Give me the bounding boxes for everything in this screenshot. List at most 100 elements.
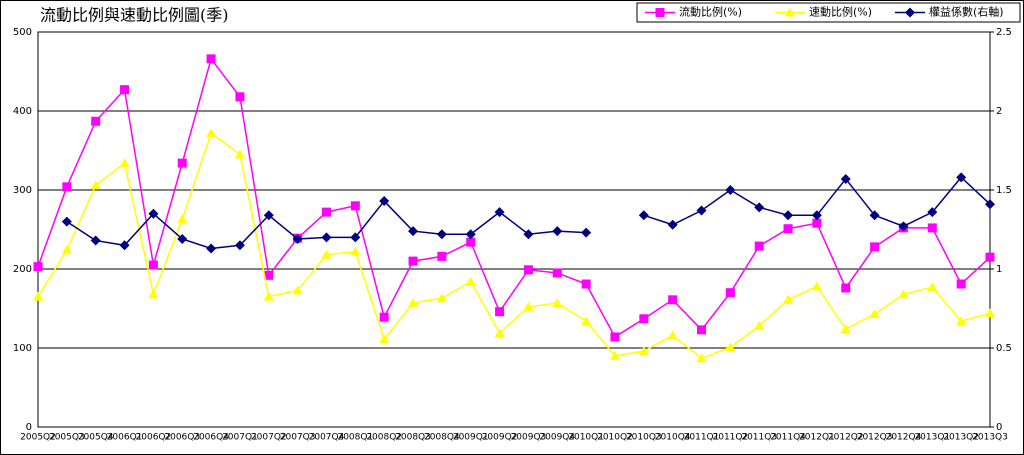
point xyxy=(466,237,476,247)
point xyxy=(379,312,389,322)
point xyxy=(667,330,678,340)
point xyxy=(350,246,361,256)
point xyxy=(811,281,822,291)
point xyxy=(581,316,592,326)
point xyxy=(552,297,563,307)
point xyxy=(263,291,274,301)
legend-marker xyxy=(905,7,915,18)
x-tick-label: 2006Q2 xyxy=(136,433,172,443)
x-tick-label: 2008Q4 xyxy=(424,433,460,443)
point xyxy=(783,210,794,221)
point xyxy=(177,233,188,244)
x-tick-label: 2012Q2 xyxy=(828,433,864,443)
point xyxy=(754,320,765,330)
legend-label: 速動比例(%) xyxy=(809,5,872,19)
y-tick-label: 200 xyxy=(13,264,32,275)
point xyxy=(783,294,794,304)
point xyxy=(177,214,188,224)
point xyxy=(350,232,361,243)
point xyxy=(696,353,707,363)
point xyxy=(119,240,130,251)
point xyxy=(638,346,649,356)
x-tick-label: 2013Q2 xyxy=(943,433,979,443)
point xyxy=(379,196,390,207)
x-tick-label: 2011Q1 xyxy=(684,433,720,443)
point xyxy=(263,210,274,221)
point xyxy=(90,235,101,246)
point xyxy=(321,207,331,217)
point xyxy=(552,226,563,237)
x-tick-label: 2012Q1 xyxy=(799,433,835,443)
point xyxy=(783,224,793,234)
point xyxy=(927,207,938,218)
legend-marker xyxy=(655,8,665,17)
x-tick-label: 2010Q3 xyxy=(626,433,662,443)
x-tick-label: 2010Q2 xyxy=(597,433,633,443)
point xyxy=(956,316,967,326)
point xyxy=(465,276,476,286)
point xyxy=(985,308,995,318)
point xyxy=(494,207,505,218)
x-tick-label: 2005Q3 xyxy=(49,433,85,443)
legend-marker xyxy=(785,7,795,17)
plot-area xyxy=(37,31,991,428)
point xyxy=(408,297,419,307)
point xyxy=(206,243,217,254)
legend-box xyxy=(636,2,1021,23)
x-tick-label: 2006Q3 xyxy=(164,433,200,443)
point xyxy=(811,210,822,221)
point xyxy=(552,268,562,278)
point xyxy=(668,295,678,305)
point xyxy=(119,158,130,168)
point xyxy=(206,128,217,138)
legend-label: 流動比例(%) xyxy=(679,5,742,19)
x-tick-label: 2006Q1 xyxy=(107,433,143,443)
point xyxy=(292,285,303,295)
point xyxy=(234,149,245,159)
point xyxy=(841,283,851,293)
point xyxy=(177,158,187,168)
x-tick-label: 2006Q4 xyxy=(193,433,229,443)
point xyxy=(33,291,43,301)
point xyxy=(494,327,505,337)
point xyxy=(610,332,620,342)
series-line xyxy=(37,131,991,360)
point xyxy=(898,289,909,299)
point xyxy=(639,314,649,324)
y2-tick-label: 1 xyxy=(996,264,1002,275)
point xyxy=(465,229,476,240)
point xyxy=(609,350,620,360)
point xyxy=(754,202,765,213)
point xyxy=(436,229,447,240)
x-tick-label: 2007Q4 xyxy=(309,433,345,443)
y2-tick-label: 1.5 xyxy=(996,185,1012,196)
point xyxy=(985,252,995,262)
x-tick-label: 2005Q2 xyxy=(20,433,56,443)
point xyxy=(667,219,678,230)
point xyxy=(62,182,72,192)
point xyxy=(408,256,418,266)
point xyxy=(523,301,534,311)
x-tick-label: 2013Q3 xyxy=(972,433,1008,443)
point xyxy=(235,92,245,102)
point xyxy=(725,185,736,195)
x-tick-label: 2011Q3 xyxy=(741,433,777,443)
x-tick-label: 2013Q1 xyxy=(914,433,950,443)
x-tick-label: 2008Q2 xyxy=(366,433,402,443)
point xyxy=(379,334,390,344)
point xyxy=(90,180,101,190)
series-line xyxy=(37,57,991,339)
point xyxy=(148,208,159,219)
y-tick-label: 0 xyxy=(26,422,32,433)
point xyxy=(927,223,937,233)
point xyxy=(408,226,419,237)
point xyxy=(495,307,505,317)
y2-tick-label: 0.5 xyxy=(996,343,1012,354)
point xyxy=(523,229,534,240)
point xyxy=(148,289,159,299)
y-tick-label: 400 xyxy=(13,106,32,117)
x-tick-label: 2007Q3 xyxy=(280,433,316,443)
x-tick-label: 2005Q4 xyxy=(78,433,114,443)
point xyxy=(725,288,735,298)
